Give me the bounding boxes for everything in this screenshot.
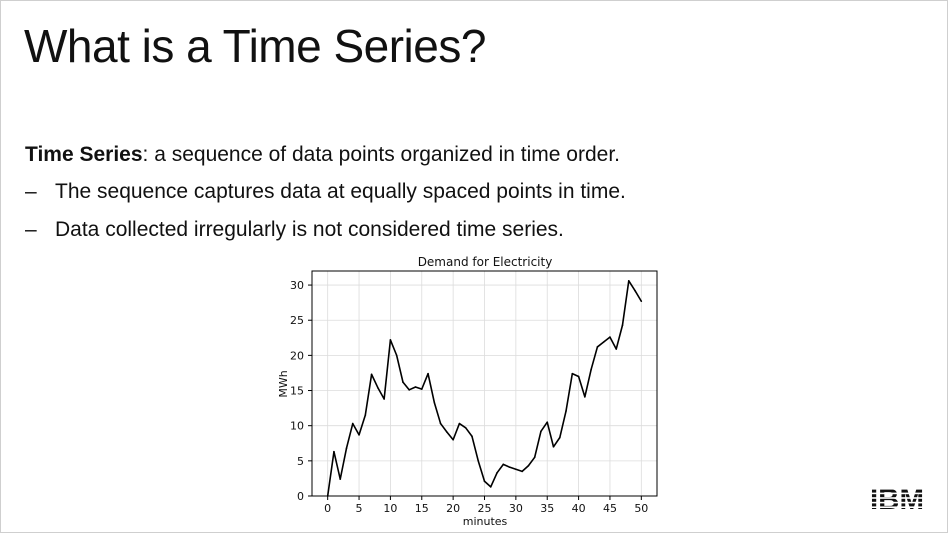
data-point — [414, 386, 417, 388]
x-tick-label: 30 — [509, 502, 523, 515]
data-point — [533, 456, 536, 459]
data-point — [496, 472, 498, 474]
data-point — [389, 339, 392, 341]
data-point — [640, 300, 643, 303]
data-point — [458, 422, 461, 425]
bullet-item: – The sequence captures data at equally … — [25, 179, 626, 217]
x-tick-label: 5 — [356, 502, 363, 515]
data-point — [364, 414, 367, 416]
data-point — [408, 389, 411, 391]
data-point — [602, 341, 605, 343]
line-chart: Demand for Electricity 0 5 10 15 20 25 30 35 40 4… — [277, 255, 658, 528]
data-point — [515, 468, 517, 471]
data-point — [577, 375, 580, 378]
y-tick-label: 5 — [297, 455, 304, 468]
logo-text: IBM — [870, 485, 924, 511]
ibm-logo: IBM — [869, 485, 925, 511]
x-tick-label: 0 — [324, 502, 331, 515]
data-point — [351, 422, 354, 425]
y-tick-label: 15 — [290, 385, 304, 398]
data-point — [565, 410, 567, 412]
y-tick-label: 0 — [297, 490, 304, 503]
x-tick-label: 40 — [572, 502, 586, 515]
data-point — [546, 421, 549, 423]
definition: Time Series: a sequence of data points o… — [25, 143, 620, 167]
y-tick-label: 10 — [290, 420, 304, 433]
x-tick-label: 15 — [415, 502, 429, 515]
data-point — [527, 464, 530, 467]
bullet-item: – Data collected irregularly is not cons… — [25, 217, 626, 255]
data-point — [377, 386, 379, 389]
x-tick-label: 10 — [383, 502, 397, 515]
data-point — [615, 348, 618, 350]
x-axis: 0 5 10 15 20 25 30 35 40 45 50 — [324, 496, 648, 515]
data-point — [427, 372, 429, 375]
x-tick-label: 45 — [603, 502, 617, 515]
data-point — [508, 466, 511, 468]
data-point — [590, 368, 592, 371]
data-point — [345, 447, 348, 449]
data-point — [627, 280, 630, 282]
bullet-list: – The sequence captures data at equally … — [25, 179, 626, 255]
y-axis: 0 5 10 15 20 25 30 — [290, 279, 312, 503]
chart-title: Demand for Electricity — [418, 255, 553, 269]
data-point — [383, 398, 385, 400]
data-point — [634, 289, 636, 292]
data-point — [420, 388, 423, 390]
data-point — [477, 460, 480, 462]
data-point — [433, 401, 436, 404]
y-axis-label: MWh — [277, 370, 290, 397]
x-tick-label: 35 — [540, 502, 554, 515]
plot-frame — [311, 270, 658, 497]
x-tick-label: 20 — [446, 502, 460, 515]
data-point — [502, 463, 505, 466]
y-tick-label: 30 — [290, 279, 304, 292]
data-point — [596, 346, 599, 348]
definition-term: Time Series — [25, 143, 143, 166]
bullet-marker: – — [25, 180, 37, 203]
x-tick-label: 25 — [478, 502, 492, 515]
data-point — [483, 480, 486, 483]
data-point — [489, 486, 492, 488]
bullet-text: Data collected irregularly is not consid… — [55, 218, 564, 241]
data-point — [621, 324, 624, 326]
y-tick-label: 20 — [290, 349, 304, 362]
data-point — [452, 438, 454, 441]
data-point — [339, 478, 342, 480]
data-point — [333, 450, 335, 453]
data-point — [609, 336, 611, 338]
data-point — [402, 381, 404, 383]
data-point — [552, 445, 555, 448]
data-point — [439, 422, 442, 425]
chart-container: Demand for Electricity 0 5 10 15 20 25 30 35 40 4… — [271, 251, 671, 532]
slide-title: What is a Time Series? — [24, 20, 486, 72]
data-point — [558, 436, 561, 439]
data-point — [370, 373, 373, 376]
x-axis-label: minutes — [463, 515, 508, 528]
data-point — [571, 372, 574, 375]
data-point — [358, 434, 360, 436]
data-point — [464, 427, 467, 429]
data-point — [395, 354, 398, 357]
definition-text: : a sequence of data points organized in… — [142, 143, 621, 166]
bullet-text: The sequence captures data at equally sp… — [55, 180, 626, 203]
data-point — [540, 430, 542, 433]
data-point — [471, 435, 473, 438]
y-tick-label: 25 — [290, 314, 304, 327]
data-point — [584, 396, 586, 398]
bullet-marker: – — [25, 218, 37, 241]
grid — [312, 271, 657, 497]
data-point — [446, 431, 448, 433]
data-point — [521, 470, 523, 473]
x-tick-label: 50 — [634, 502, 648, 515]
